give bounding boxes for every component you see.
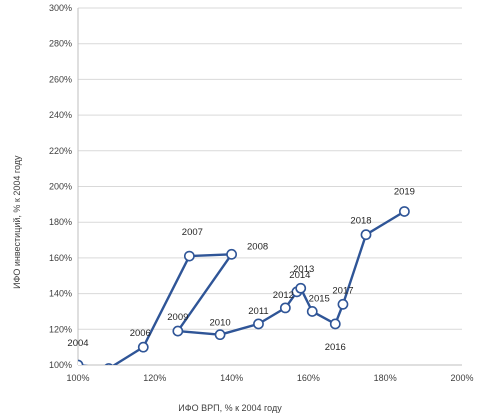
data-point [295,282,307,294]
data-label: 2019 [394,186,415,197]
x-axis-title: ИФО ВРП, % к 2004 году [178,403,282,413]
y-tick-label: 240% [49,110,72,120]
x-tick-label: 180% [374,373,397,383]
y-tick-label: 220% [49,146,72,156]
data-label: 2012 [273,290,294,301]
axes [77,8,462,366]
y-tick-labels: 100% 120% 140% 160% 180% 200% 220% 240% 260% 280%… [49,3,72,370]
data-point [329,318,341,330]
x-tick-labels: 100% 120% 140% 160% 180% 200% [66,373,473,383]
y-tick-label: 160% [49,253,72,263]
data-point [306,306,318,317]
data-label: 2006 [130,328,151,339]
y-tick-label: 260% [49,74,72,84]
x-tick-label: 160% [297,373,320,383]
data-point [226,248,237,260]
series-line [78,210,406,365]
data-label: 2008 [247,241,268,252]
data-point [398,206,410,217]
data-label: 2011 [248,306,268,317]
y-tick-label: 280% [49,39,72,49]
data-point [214,329,226,341]
data-point [172,325,184,337]
x-tick-label: 100% [66,373,89,383]
data-label: 2013 [293,264,314,275]
data-label: 2018 [350,216,371,227]
y-tick-label: 100% [49,360,72,370]
y-tick-label: 180% [49,217,72,227]
y-tick-label: 120% [49,324,72,334]
data-point [183,250,195,262]
data-point [78,359,84,365]
point-labels: 2004 2006 2007 2008 2009 2010 2011 2012 20142013… [67,186,415,352]
data-point [360,229,372,241]
data-point [137,341,149,353]
gridlines [78,7,462,330]
data-point [337,298,349,310]
data-label: 2009 [167,312,188,323]
y-axis-title: ИФО инвестиций, % к 2004 году [12,155,22,289]
data-label: 2010 [210,318,231,329]
data-label: 2007 [182,227,203,238]
x-tick-label: 140% [220,373,243,383]
data-label: 2017 [332,285,353,296]
data-label: 2015 [309,293,330,304]
data-point [104,363,113,365]
data-label: 2004 [67,338,88,349]
data-point [279,302,291,314]
data-label: 2014 [289,270,310,281]
data-point [253,318,264,330]
y-tick-label: 140% [49,289,72,299]
x-tick-label: 200% [450,373,473,383]
y-tick-label: 200% [49,182,72,192]
y-tick-label: 300% [49,3,72,13]
x-tick-label: 120% [143,373,166,383]
data-label: 2016 [325,342,346,353]
series [78,206,410,365]
